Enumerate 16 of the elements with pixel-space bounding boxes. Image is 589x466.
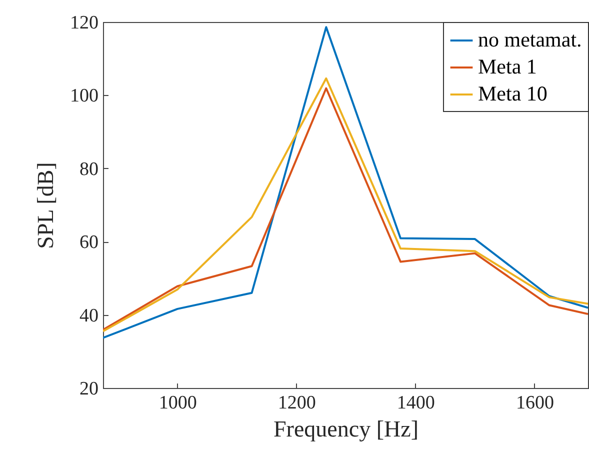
y-tick-label: 80	[80, 158, 98, 180]
y-tick-label: 60	[80, 232, 98, 254]
y-tick-label: 100	[70, 86, 98, 107]
legend-label: no metamat.	[478, 28, 582, 52]
x-axis-title: Frequency [Hz]	[274, 416, 418, 442]
x-tick-label: 1000	[158, 392, 197, 414]
x-tick-label: 1600	[516, 392, 554, 414]
x-tick-label: 1200	[278, 392, 316, 414]
legend-label: Meta 10	[478, 82, 548, 106]
y-axis-title: SPL [dB]	[33, 162, 58, 249]
y-tick-label: 40	[80, 305, 98, 326]
line-series	[103, 26, 588, 339]
legend-label: Meta 1	[478, 54, 537, 78]
y-tick-label: 120	[70, 12, 98, 34]
y-tick-label: 20	[80, 378, 98, 400]
x-tick-label: 1400	[396, 392, 435, 414]
